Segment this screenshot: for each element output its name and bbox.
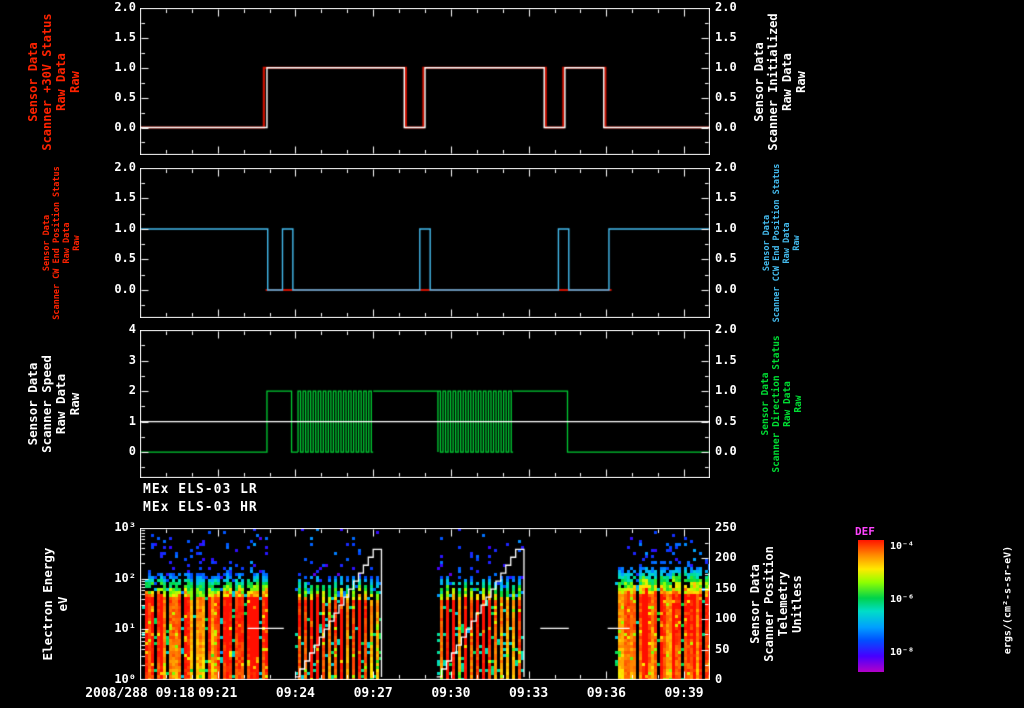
x-axis-tick-label: 09:24: [275, 686, 316, 701]
y-axis-tick-label: 0.5: [715, 413, 737, 428]
y-axis-tick-label: 4: [128, 322, 136, 336]
y-axis-tick-label: 1.5: [715, 190, 737, 205]
panel-1-canvas: [140, 8, 710, 155]
panel-3-left-axis-label: Sensor Data Scanner Speed Raw Data Raw: [25, 355, 82, 453]
y-axis-tick-label: 0.0: [715, 444, 737, 459]
y-axis-tick-label: 1: [128, 413, 136, 428]
y-axis-tick-label: 100: [715, 611, 737, 626]
panel-4-right-axis-label: Sensor Data Scanner Position Telemetry U…: [748, 546, 804, 662]
y-axis-tick-label: 2.0: [715, 322, 737, 336]
y-axis-tick-label: 0: [128, 444, 136, 459]
x-axis-tick-label: 09:36: [586, 686, 626, 701]
y-axis-tick-label: 1.0: [715, 59, 737, 74]
spectrogram-title-hr: MEx ELS-03 HR: [143, 500, 258, 515]
y-axis-tick-label: 10⁰: [114, 672, 136, 686]
colorbar-tick-label: 10⁻⁸: [890, 647, 915, 658]
y-axis-tick-label: 0: [715, 672, 723, 686]
spectrogram-title-lr: MEx ELS-03 LR: [143, 482, 258, 497]
y-axis-tick-label: 1.5: [114, 29, 136, 44]
y-axis-tick-label: 2.0: [114, 160, 136, 174]
y-axis-tick-label: 150: [715, 580, 737, 595]
y-axis-tick-label: 1.0: [715, 383, 737, 398]
y-axis-tick-label: 10¹: [114, 621, 136, 636]
y-axis-tick-label: 1.5: [715, 352, 737, 367]
y-axis-tick-label: 0.0: [715, 281, 737, 296]
y-axis-tick-label: 200: [715, 550, 737, 565]
y-axis-tick-label: 2.0: [715, 160, 737, 174]
y-axis-tick-label: 0.5: [114, 251, 136, 266]
panel-2-left-axis-label: Sensor Data Scanner CW End Position Stat…: [42, 166, 82, 320]
panel-3-right-axis-label: Sensor Data Scanner Direction Status Raw…: [760, 335, 804, 473]
y-axis-tick-label: 0.0: [715, 119, 737, 134]
panel-4-canvas: [140, 528, 710, 680]
y-axis-tick-label: 0.5: [114, 89, 136, 104]
y-axis-tick-label: 10²: [114, 570, 136, 585]
panel-3-canvas: [140, 330, 710, 478]
panel-2-right-axis-label: Sensor Data Scanner CCW End Position Sta…: [762, 163, 802, 323]
y-axis-tick-label: 1.5: [715, 29, 737, 44]
x-axis-tick-label: 09:27: [353, 686, 393, 701]
panel-2-canvas: [140, 168, 710, 318]
y-axis-tick-label: 0.5: [715, 251, 737, 266]
y-axis-tick-label: 2.0: [715, 0, 737, 14]
colorbar-gradient: [858, 540, 884, 672]
panel-4-left-axis-label: Electron Energy eV: [40, 547, 70, 661]
y-axis-tick-label: 1.0: [114, 220, 136, 235]
y-axis-tick-label: 1.0: [715, 220, 737, 235]
y-axis-tick-label: 10³: [114, 520, 136, 534]
x-axis-start-label: 2008/288 09:18: [85, 686, 195, 701]
colorbar-tick-label: 10⁻⁶: [890, 594, 915, 605]
panel-1-right-axis-label: Sensor Data Scanner Initialized Raw Data…: [752, 12, 808, 151]
y-axis-tick-label: 250: [715, 520, 737, 534]
y-axis-tick-label: 2: [128, 383, 136, 398]
y-axis-tick-label: 1.5: [114, 190, 136, 205]
y-axis-tick-label: 1.0: [114, 59, 136, 74]
y-axis-tick-label: 0.0: [114, 119, 136, 134]
colorbar-title: DEF: [855, 525, 875, 538]
y-axis-tick-label: 0.0: [114, 281, 136, 296]
y-axis-tick-label: 3: [128, 352, 136, 367]
y-axis-tick-label: 0.5: [715, 89, 737, 104]
x-axis-tick-label: 09:33: [509, 686, 549, 701]
colorbar-units-label: ergs/(cm²-s-sr-eV): [1002, 545, 1014, 655]
colorbar-tick-label: 10⁻⁴: [890, 541, 915, 552]
x-axis-tick-label: 09:21: [198, 686, 238, 701]
y-axis-tick-label: 2.0: [114, 0, 136, 14]
panel-1-left-axis-label: Sensor Data Scanner +30V Status Raw Data…: [26, 12, 82, 151]
y-axis-tick-label: 50: [715, 641, 730, 656]
x-axis-tick-label: 09:39: [664, 686, 704, 701]
x-axis-tick-label: 09:30: [431, 686, 471, 701]
